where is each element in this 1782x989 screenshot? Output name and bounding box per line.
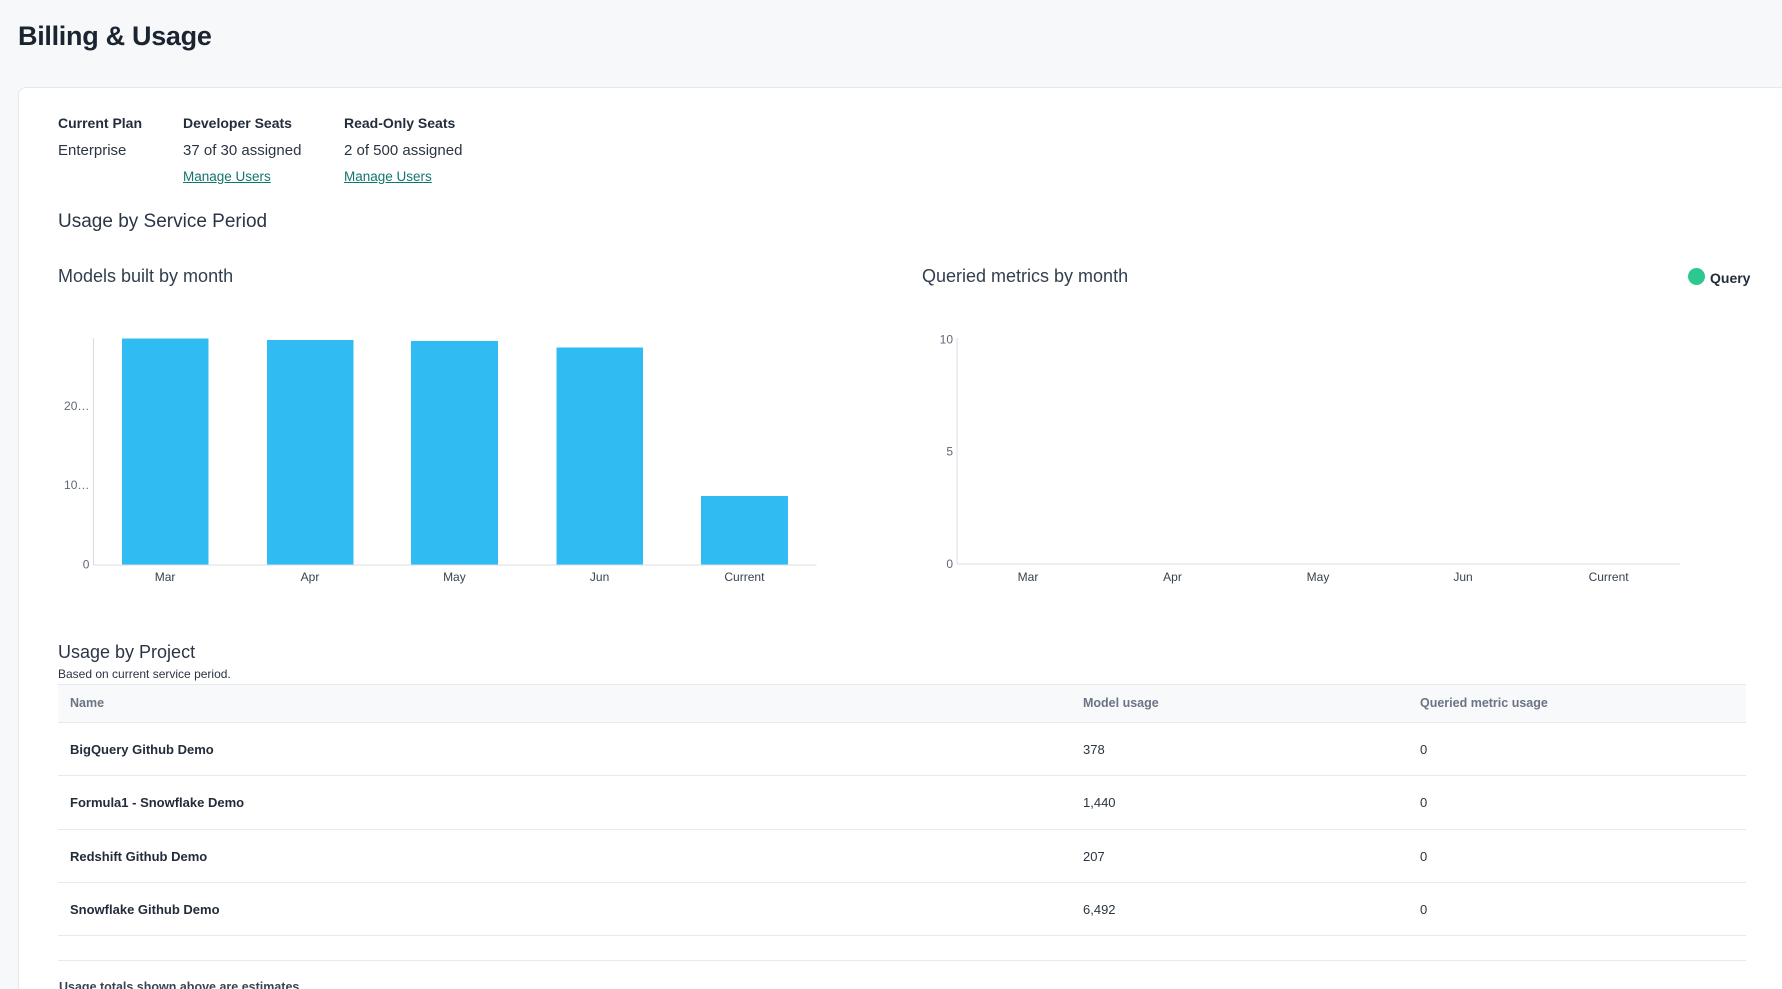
svg-text:Jun: Jun	[1453, 570, 1472, 584]
svg-text:Mar: Mar	[155, 570, 176, 584]
svg-text:Current: Current	[724, 570, 765, 584]
svg-text:May: May	[1307, 570, 1330, 584]
svg-text:20…: 20…	[64, 399, 89, 413]
svg-text:Apr: Apr	[301, 570, 320, 584]
svg-text:5: 5	[946, 444, 953, 458]
svg-text:0: 0	[946, 557, 953, 571]
svg-text:0: 0	[83, 557, 90, 571]
svg-text:Current: Current	[1589, 570, 1630, 584]
svg-text:May: May	[443, 570, 466, 584]
svg-text:Mar: Mar	[1018, 570, 1039, 584]
svg-text:Jun: Jun	[590, 570, 609, 584]
svg-text:10…: 10…	[64, 478, 89, 492]
svg-text:10: 10	[940, 332, 954, 346]
svg-text:Apr: Apr	[1163, 570, 1182, 584]
